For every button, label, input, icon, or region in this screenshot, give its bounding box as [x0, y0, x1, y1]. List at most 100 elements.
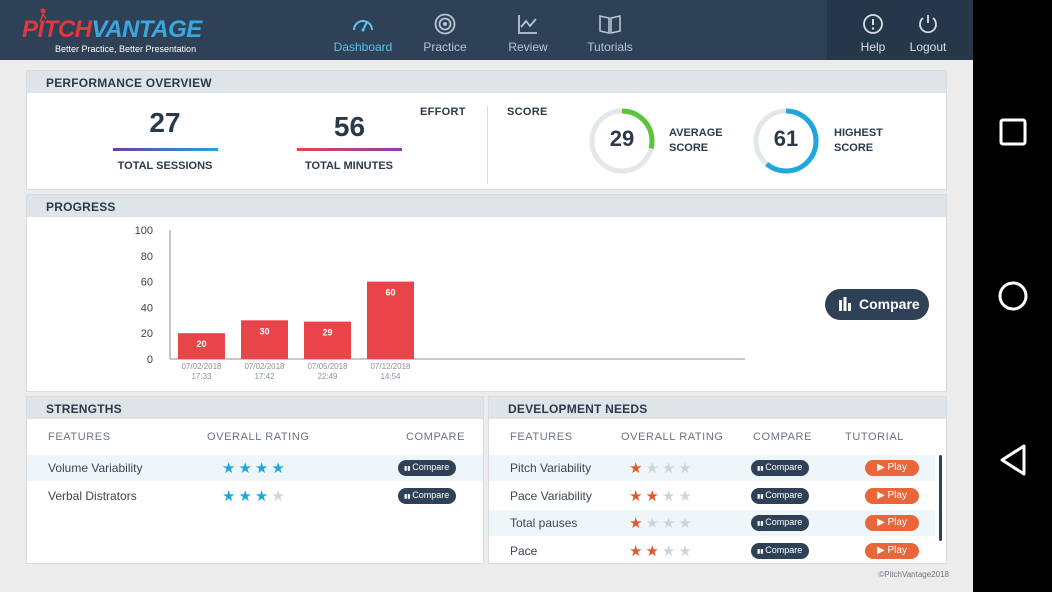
nav-dashboard-label: Dashboard — [333, 40, 393, 54]
highest-score-ring — [753, 108, 819, 174]
rating-stars: ★★★★ — [222, 459, 288, 477]
star-icon: ★ — [271, 488, 288, 505]
x-tick-label-date: 07/02/2018 — [181, 362, 222, 371]
feature-name: Volume Variability — [48, 461, 143, 475]
bar-chart-icon: ▮▮ — [757, 493, 766, 500]
highest-score-value: 61 — [773, 126, 799, 151]
total-sessions-label: TOTAL SESSIONS — [117, 160, 213, 172]
star-icon: ★ — [629, 487, 646, 505]
star-icon: ★ — [238, 488, 255, 505]
top-bar: PITCHVANTAGE Better Practice, Better Pre… — [0, 0, 973, 60]
feature-name: Pitch Variability — [510, 461, 592, 475]
recents-icon[interactable] — [999, 118, 1027, 146]
nav-tutorials[interactable]: Tutorials — [583, 0, 637, 60]
star-icon: ★ — [678, 515, 695, 532]
star-icon: ★ — [645, 460, 662, 477]
nav-right-group: Help Logout — [827, 0, 973, 60]
progress-compare-button[interactable]: Compare — [825, 289, 929, 320]
nav-practice[interactable]: Practice — [418, 0, 472, 60]
average-score-label-line1: AVERAGE — [669, 127, 723, 139]
development-scrollbar[interactable] — [939, 455, 942, 541]
play-button-label: Play — [887, 462, 907, 473]
y-tick-label: 40 — [141, 302, 153, 314]
play-button-label: Play — [887, 489, 907, 501]
bar-chart-icon: ▮▮ — [757, 548, 766, 555]
bar — [241, 320, 288, 359]
strengths-header-compare: COMPARE — [406, 431, 466, 443]
star-icon: ★ — [661, 487, 679, 505]
gauge-icon — [353, 20, 373, 32]
compare-button[interactable]: ▮▮ Compare — [751, 515, 810, 531]
star-icon: ★ — [254, 488, 272, 505]
table-row: Verbal Distrators ★★★★ ▮▮ Compare — [27, 483, 483, 509]
nav-practice-label: Practice — [423, 40, 467, 54]
performance-overview-title: PERFORMANCE OVERVIEW — [27, 71, 946, 93]
rating-stars: ★★★★ — [629, 459, 695, 477]
play-icon: ▶ — [877, 489, 888, 501]
effort-label: EFFORT — [420, 106, 466, 118]
development-needs-panel: DEVELOPMENT NEEDS FEATURES OVERALL RATIN… — [488, 396, 947, 564]
development-needs-title: DEVELOPMENT NEEDS — [489, 397, 946, 419]
bar-chart-icon: ▮▮ — [757, 521, 766, 527]
average-score-value: 29 — [609, 126, 635, 151]
compare-button-label: Compare — [765, 544, 803, 555]
nav-logout[interactable]: Logout — [905, 0, 951, 60]
logo[interactable]: PITCHVANTAGE Better Practice, Better Pre… — [22, 8, 202, 54]
star-icon: ★ — [645, 487, 662, 505]
nav-help-label: Help — [860, 40, 886, 54]
y-tick-label: 60 — [141, 277, 153, 289]
book-icon — [599, 15, 621, 34]
progress-title: PROGRESS — [27, 195, 946, 217]
star-icon: ★ — [271, 460, 288, 477]
bar-value-label: 30 — [259, 326, 269, 336]
nav-review-label: Review — [508, 40, 548, 54]
compare-button[interactable]: ▮▮ Compare — [398, 488, 457, 504]
play-tutorial-button[interactable]: ▶ Play — [865, 460, 919, 476]
star-icon: ★ — [629, 542, 646, 560]
progress-compare-label: Compare — [859, 296, 920, 312]
x-tick-label-date: 07/05/2018 — [307, 362, 348, 371]
total-minutes-value: 56 — [333, 111, 366, 142]
compare-button-label: Compare — [765, 462, 803, 472]
performance-overview-panel: PERFORMANCE OVERVIEW 27 TOTAL SESSIONS 5… — [26, 70, 947, 190]
compare-button[interactable]: ▮▮ Compare — [751, 542, 810, 559]
star-icon: ★ — [678, 460, 695, 477]
power-icon — [919, 15, 937, 34]
average-score-label: AVERAGE SCORE — [669, 126, 723, 156]
development-header-rating: OVERALL RATING — [621, 431, 724, 443]
feature-name: Total pauses — [510, 516, 578, 530]
play-tutorial-button[interactable]: ▶ Play — [865, 487, 919, 504]
back-icon[interactable] — [998, 443, 1028, 477]
compare-button[interactable]: ▮▮ Compare — [398, 460, 457, 476]
nav-dashboard[interactable]: Dashboard — [330, 0, 396, 60]
star-icon: ★ — [254, 460, 272, 477]
average-score-label-line2: SCORE — [669, 142, 709, 154]
y-tick-label: 100 — [135, 225, 153, 237]
play-tutorial-button[interactable]: ▶ Play — [865, 515, 919, 531]
play-icon: ▶ — [877, 462, 888, 473]
x-tick-label-time: 14:54 — [380, 372, 401, 381]
x-tick-label-time: 17:33 — [191, 372, 212, 381]
bar — [367, 281, 414, 359]
feature-name: Verbal Distrators — [48, 489, 137, 503]
star-icon: ★ — [678, 487, 695, 505]
bar-chart-icon — [839, 297, 851, 311]
bar — [178, 333, 225, 359]
line-chart-icon — [518, 15, 537, 34]
compare-button-label: Compare — [765, 489, 803, 500]
nav-help[interactable]: Help — [853, 0, 893, 60]
strengths-header-features: FEATURES — [48, 431, 111, 443]
play-tutorial-button[interactable]: ▶ Play — [865, 542, 919, 559]
home-icon[interactable] — [997, 280, 1029, 312]
compare-button[interactable]: ▮▮ Compare — [751, 487, 810, 504]
star-icon: ★ — [661, 460, 679, 477]
logo-figure-icon — [39, 8, 47, 22]
star-icon: ★ — [661, 515, 679, 532]
bar-value-label: 20 — [196, 339, 206, 349]
progress-chart: 0204060801002007/02/201817:333007/02/201… — [135, 225, 745, 381]
rating-stars: ★★★★ — [629, 487, 695, 505]
bar — [304, 321, 351, 359]
star-icon: ★ — [645, 515, 662, 532]
compare-button[interactable]: ▮▮ Compare — [751, 460, 810, 476]
nav-review[interactable]: Review — [503, 0, 553, 60]
